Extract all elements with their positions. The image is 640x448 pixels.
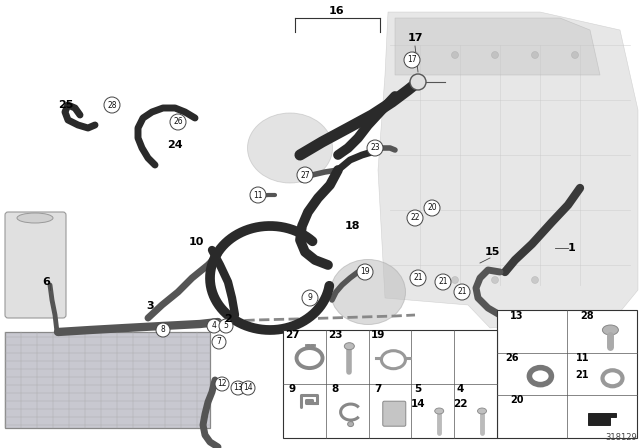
Text: 28: 28 <box>580 311 593 321</box>
Ellipse shape <box>330 259 406 324</box>
Text: 22: 22 <box>453 399 468 409</box>
Text: 23: 23 <box>370 143 380 152</box>
Polygon shape <box>588 413 616 425</box>
Circle shape <box>297 167 313 183</box>
Text: 10: 10 <box>188 237 204 247</box>
Text: 19: 19 <box>371 330 385 340</box>
Text: 5: 5 <box>414 384 422 394</box>
Circle shape <box>207 319 221 333</box>
Text: 18: 18 <box>344 221 360 231</box>
Circle shape <box>404 52 420 68</box>
Circle shape <box>451 52 458 59</box>
Circle shape <box>407 210 423 226</box>
Circle shape <box>435 274 451 290</box>
FancyBboxPatch shape <box>5 212 66 318</box>
Circle shape <box>215 377 229 391</box>
Ellipse shape <box>17 213 53 223</box>
Text: 20: 20 <box>510 395 524 405</box>
Circle shape <box>250 187 266 203</box>
Text: 22: 22 <box>410 214 420 223</box>
Circle shape <box>492 52 499 59</box>
Text: 8: 8 <box>161 326 165 335</box>
Text: 8: 8 <box>332 384 339 394</box>
Circle shape <box>531 52 538 59</box>
Text: 7: 7 <box>216 337 221 346</box>
Text: 14: 14 <box>410 399 425 409</box>
Text: 1: 1 <box>568 243 576 253</box>
Bar <box>5 332 210 428</box>
Ellipse shape <box>477 408 486 414</box>
Ellipse shape <box>248 113 333 183</box>
Circle shape <box>170 114 186 130</box>
Ellipse shape <box>344 343 355 350</box>
Text: 6: 6 <box>42 277 50 287</box>
Text: 23: 23 <box>328 330 342 340</box>
Text: 4: 4 <box>457 384 464 394</box>
Circle shape <box>412 276 419 284</box>
Circle shape <box>451 276 458 284</box>
Circle shape <box>212 335 226 349</box>
Text: 11: 11 <box>575 353 589 363</box>
Circle shape <box>492 276 499 284</box>
Ellipse shape <box>348 422 354 426</box>
Circle shape <box>231 381 245 395</box>
Circle shape <box>357 264 373 280</box>
Text: 13: 13 <box>233 383 243 392</box>
Circle shape <box>367 140 383 156</box>
Ellipse shape <box>602 325 618 335</box>
Text: 11: 11 <box>253 190 263 199</box>
Text: 13: 13 <box>510 311 524 321</box>
Ellipse shape <box>435 408 444 414</box>
Polygon shape <box>378 12 638 328</box>
Text: 24: 24 <box>167 140 183 150</box>
Text: 15: 15 <box>484 247 500 257</box>
Text: 21: 21 <box>438 277 448 287</box>
Circle shape <box>412 52 419 59</box>
Text: 27: 27 <box>300 171 310 180</box>
Bar <box>497 310 637 438</box>
Circle shape <box>424 200 440 216</box>
Polygon shape <box>395 18 600 75</box>
Text: 318129: 318129 <box>605 433 637 442</box>
Text: 2: 2 <box>224 314 232 324</box>
Text: 14: 14 <box>243 383 253 392</box>
Circle shape <box>156 323 170 337</box>
Text: 17: 17 <box>407 33 423 43</box>
Text: 3: 3 <box>146 301 154 311</box>
Text: 9: 9 <box>308 293 312 302</box>
Text: 5: 5 <box>223 322 228 331</box>
Text: 19: 19 <box>360 267 370 276</box>
Text: 28: 28 <box>108 100 116 109</box>
Text: 26: 26 <box>506 353 519 363</box>
FancyBboxPatch shape <box>383 401 406 426</box>
Text: 12: 12 <box>217 379 227 388</box>
Circle shape <box>410 74 426 90</box>
Circle shape <box>219 319 233 333</box>
Circle shape <box>572 52 579 59</box>
Text: 26: 26 <box>173 117 183 126</box>
Text: 9: 9 <box>289 384 296 394</box>
Circle shape <box>454 284 470 300</box>
Text: 21: 21 <box>457 288 467 297</box>
Text: 20: 20 <box>427 203 437 212</box>
Text: 7: 7 <box>374 384 381 394</box>
Circle shape <box>302 290 318 306</box>
Circle shape <box>241 381 255 395</box>
Text: 17: 17 <box>407 56 417 65</box>
Text: 21: 21 <box>575 370 589 379</box>
Circle shape <box>531 276 538 284</box>
Text: 27: 27 <box>285 330 300 340</box>
Text: 4: 4 <box>212 322 216 331</box>
Circle shape <box>104 97 120 113</box>
Text: 21: 21 <box>413 273 423 283</box>
Bar <box>283 330 497 438</box>
Text: 25: 25 <box>58 100 74 110</box>
Text: 16: 16 <box>329 6 345 16</box>
Circle shape <box>410 270 426 286</box>
